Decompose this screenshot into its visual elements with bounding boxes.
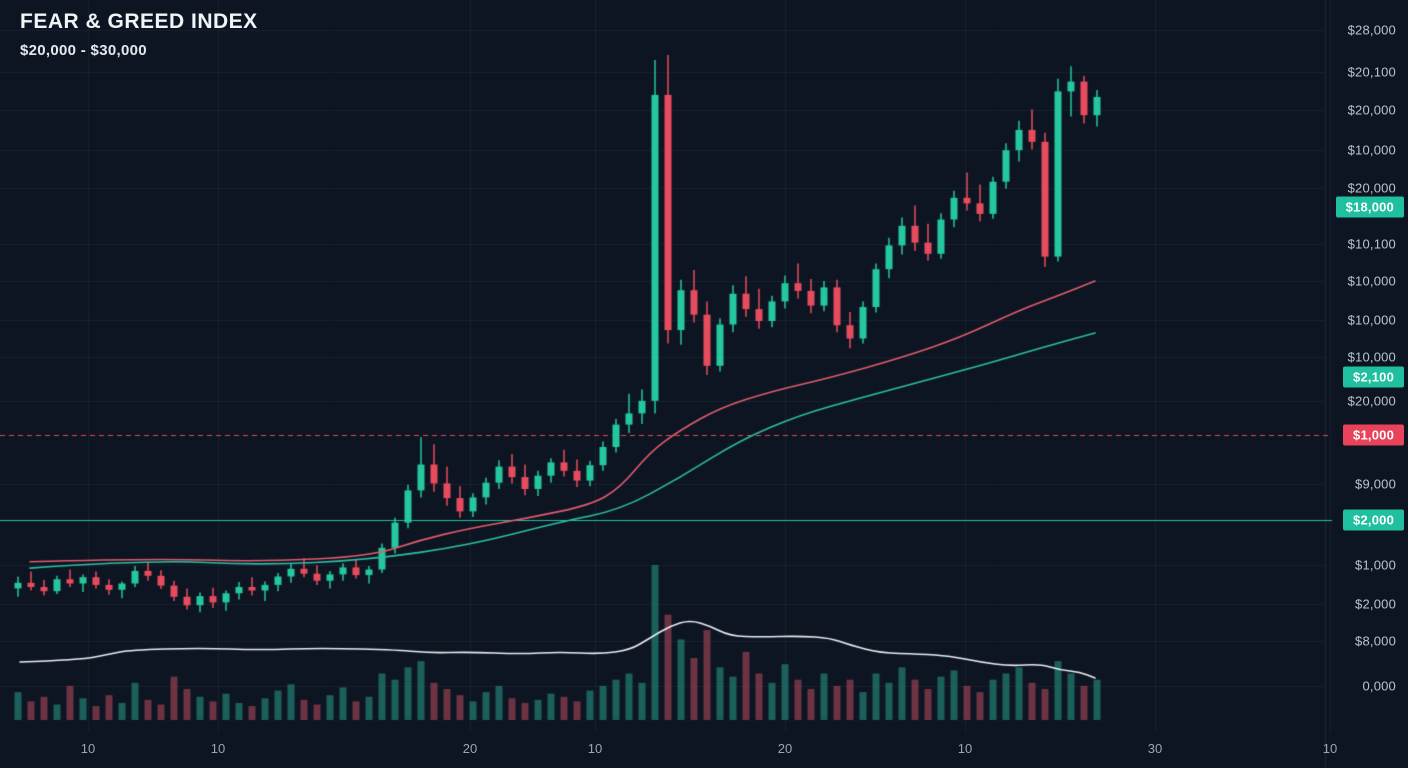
time-axis-label: 10: [1322, 741, 1338, 756]
price-axis-label: 0,000: [1362, 678, 1396, 694]
time-axis-label: 10: [587, 741, 603, 756]
price-axis-label: $2,000: [1355, 596, 1396, 612]
price-axis-label: $28,000: [1347, 22, 1396, 38]
price-axis-label: $10,000: [1347, 142, 1396, 158]
chart-subtitle: $20,000 - $30,000: [20, 42, 147, 59]
time-axis-label: 20: [777, 741, 793, 756]
price-axis-badge: $1,000: [1343, 424, 1404, 446]
time-axis-label: 10: [210, 741, 226, 756]
time-axis-label: 20: [462, 741, 478, 756]
price-axis-badge: $2,100: [1343, 366, 1404, 388]
price-axis-label: $10,000: [1347, 312, 1396, 328]
price-axis-label: $10,000: [1347, 273, 1396, 289]
price-axis-label: $20,000: [1347, 180, 1396, 196]
price-axis-label: $1,000: [1355, 557, 1396, 573]
price-axis-label: $20,100: [1347, 64, 1396, 80]
price-axis-badge: $2,000: [1343, 509, 1404, 531]
price-axis-label: $8,000: [1355, 633, 1396, 649]
price-axis-label: $20,000: [1347, 393, 1396, 409]
price-axis-label: $10,100: [1347, 236, 1396, 252]
price-axis-label: $20,000: [1347, 102, 1396, 118]
price-axis-badge: $18,000: [1335, 196, 1404, 218]
time-axis-label: 30: [1147, 741, 1163, 756]
price-axis-label: $10,000: [1347, 349, 1396, 365]
chart-header: FEAR & GREED INDEX $20,000 - $30,000: [20, 10, 258, 59]
price-axis-label: $9,000: [1355, 476, 1396, 492]
time-axis-label: 10: [957, 741, 973, 756]
time-axis-label: 10: [80, 741, 96, 756]
chart-title: FEAR & GREED INDEX: [20, 10, 258, 33]
